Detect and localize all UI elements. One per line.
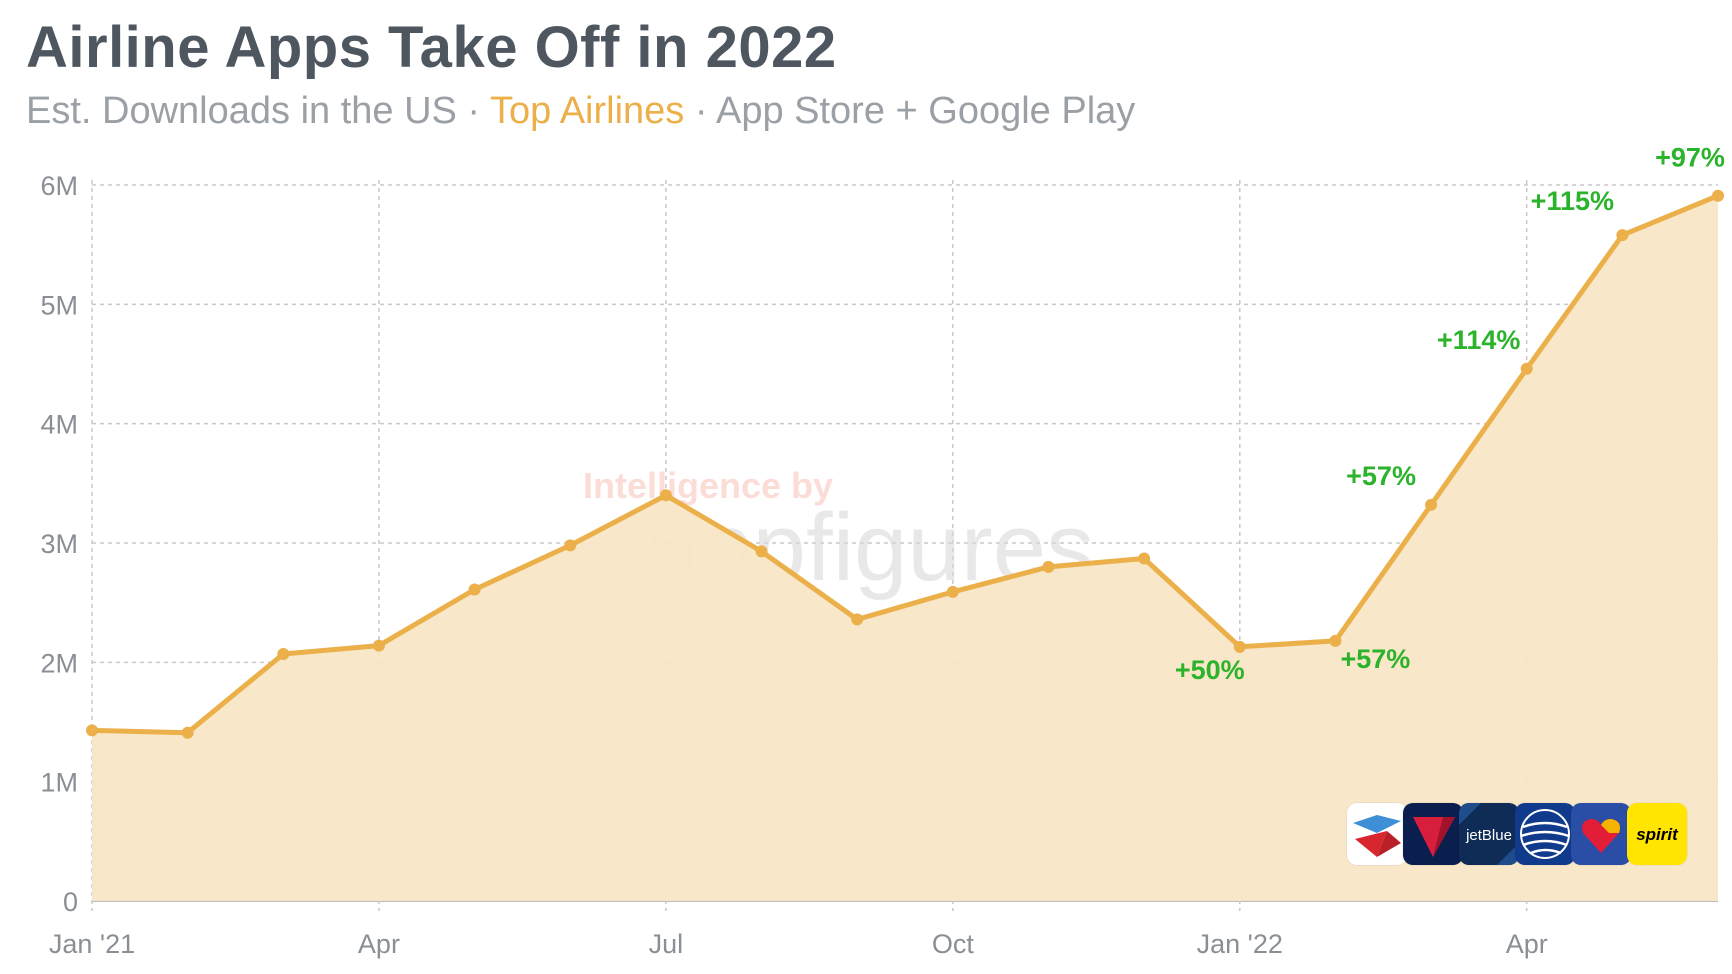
x-tick-label: Oct [932, 929, 975, 959]
y-tick-label: 4M [40, 410, 78, 440]
y-tick-label: 0 [63, 887, 78, 917]
data-point [1616, 229, 1629, 242]
subtitle-part1: Est. Downloads in the US · [26, 90, 490, 132]
x-tick-label: Jan '22 [1197, 929, 1283, 959]
data-point [564, 539, 577, 552]
delta-icon [1403, 803, 1463, 865]
southwest-icon [1571, 803, 1631, 865]
data-point [1712, 189, 1724, 202]
data-point [659, 489, 672, 502]
x-tick-label: Apr [358, 929, 400, 959]
x-tick-label: Jul [649, 929, 684, 959]
data-point [372, 639, 385, 652]
american-airlines-icon [1347, 803, 1407, 865]
y-tick-label: 3M [40, 529, 78, 559]
spirit-icon: spirit [1627, 803, 1687, 865]
data-point [468, 583, 481, 596]
airline-logos: jetBlue spirit [1347, 803, 1687, 865]
annotations: +50% +57% +57% +114% +115% +97% [1175, 143, 1725, 685]
annotation-label: +57% [1346, 461, 1416, 491]
series [86, 189, 1724, 739]
series-line [89, 193, 1721, 736]
x-tick-label: Jan '21 [49, 929, 135, 959]
annotation-label: +114% [1437, 325, 1520, 355]
data-point [851, 613, 864, 626]
x-tick-label: Apr [1506, 929, 1548, 959]
subtitle-part2: · App Store + Google Play [684, 90, 1136, 132]
data-point [1042, 560, 1055, 573]
data-point [1233, 640, 1246, 653]
svg-text:spirit: spirit [1636, 825, 1679, 844]
data-point [946, 585, 959, 598]
data-point [86, 724, 98, 737]
data-point [1520, 362, 1533, 375]
x-axis: Jan '21 Apr Jul Oct Jan '22 Apr [49, 929, 1548, 959]
annotation-label: +50% [1175, 655, 1245, 685]
y-tick-label: 5M [40, 290, 78, 320]
annotation-label: +57% [1341, 644, 1411, 674]
y-tick-label: 1M [40, 768, 78, 798]
data-point [1425, 498, 1438, 511]
series-area [92, 195, 1718, 901]
data-point [1138, 552, 1151, 565]
annotation-label: +115% [1531, 186, 1614, 216]
data-point [277, 647, 290, 660]
page-subtitle: Est. Downloads in the US · Top Airlines … [26, 90, 1135, 133]
watermark-line1: Intelligence by [583, 465, 833, 506]
data-point [1329, 634, 1342, 647]
page-title: Airline Apps Take Off in 2022 [26, 15, 837, 80]
jetblue-icon: jetBlue [1459, 803, 1519, 865]
y-tick-label: 2M [40, 648, 78, 678]
data-point [755, 545, 768, 558]
y-tick-label: 6M [40, 171, 78, 201]
annotation-label: +97% [1655, 143, 1725, 173]
svg-text:jetBlue: jetBlue [1465, 827, 1512, 844]
area [92, 195, 1718, 901]
united-icon [1515, 803, 1575, 865]
y-axis: 0 1M 2M 3M 4M 5M 6M [40, 171, 78, 917]
data-point [181, 726, 194, 739]
subtitle-highlight: Top Airlines [489, 90, 685, 132]
